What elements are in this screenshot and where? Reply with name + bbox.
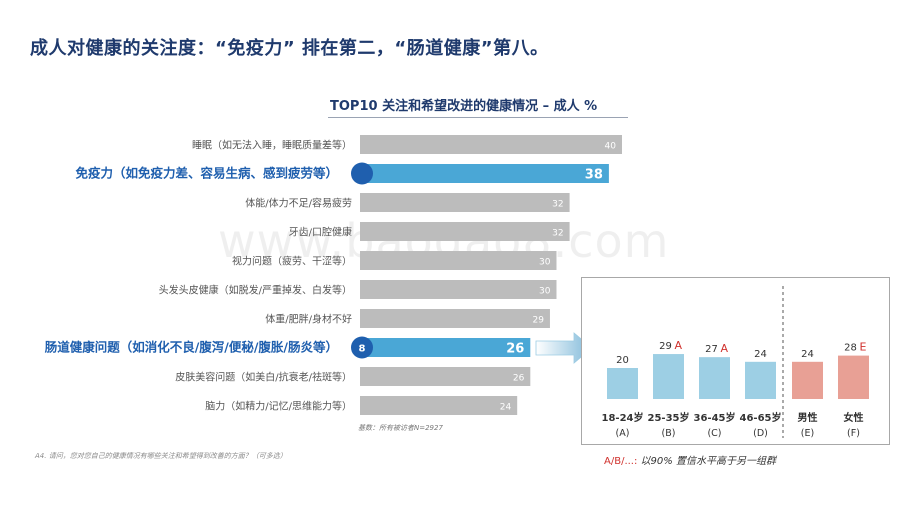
bar-value-label: 26 bbox=[513, 374, 525, 384]
demographic-breakdown-panel: 20 18-24岁 (A) 29 A 25-35岁 (B) 27 A 36-45岁 (C) 24 46-… bbox=[581, 277, 890, 445]
significance-marker: E bbox=[860, 341, 867, 354]
breakdown-category-label: 36-45岁 bbox=[694, 411, 736, 424]
bar bbox=[360, 338, 531, 357]
category-label: 体能/体力不足/容易疲劳 bbox=[245, 197, 352, 210]
question-note: A4. 请问，您对您自己的健康情况有哪些关注和希望得到改善的方面？（可多选） bbox=[35, 452, 287, 460]
significance-text: 以90% 置信水平高于另一组群 bbox=[640, 456, 776, 467]
bar-row: 26 皮肤美容问题（如美白/抗衰老/祛斑等） bbox=[175, 367, 531, 386]
category-label: 体重/肥胖/身材不好 bbox=[265, 313, 352, 326]
breakdown-bar-group: 27 A 36-45岁 (C) bbox=[694, 342, 736, 439]
breakdown-bar bbox=[838, 355, 869, 399]
breakdown-value-label: 24 bbox=[754, 349, 767, 360]
bar-row: 26 肠道健康问题（如消化不良/腹泻/便秘/腹胀/肠炎等） 8 bbox=[45, 336, 531, 359]
breakdown-bar-group: 24 46-65岁 (D) bbox=[740, 349, 782, 439]
rank-marker bbox=[351, 336, 373, 359]
category-label: 脑力（如精力/记忆/思维能力等） bbox=[205, 400, 352, 413]
bar-value-label: 29 bbox=[532, 316, 544, 326]
bar-row: 30 视力问题（疲劳、干涩等） bbox=[232, 251, 557, 270]
breakdown-category-label: 18-24岁 bbox=[602, 411, 644, 424]
breakdown-bar bbox=[699, 357, 730, 399]
breakdown-value-label: 28 bbox=[844, 343, 857, 354]
bar bbox=[360, 164, 609, 183]
breakdown-category-label: 25-35岁 bbox=[648, 411, 690, 424]
breakdown-group-code: (A) bbox=[616, 428, 630, 439]
bar-value-label: 32 bbox=[552, 229, 563, 239]
breakdown-group-code: (F) bbox=[847, 428, 860, 439]
category-label: 免疫力（如免疫力差、容易生病、感到疲劳等） bbox=[75, 166, 338, 181]
bar-value-label: 26 bbox=[506, 342, 524, 357]
bar bbox=[360, 251, 557, 270]
bar-row: 32 牙齿/口腔健康 bbox=[289, 222, 570, 241]
category-label: 头发头皮健康（如脱发/严重掉发、白发等） bbox=[159, 284, 352, 297]
bar-row: 32 体能/体力不足/容易疲劳 bbox=[245, 193, 570, 212]
basis-note: 基数：所有被访者N=2927 bbox=[358, 424, 443, 432]
main-bar-chart: 40 睡眠（如无法入睡，睡眠质量差等） 38 免疫力（如免疫力差、容易生病、感到疲劳等… bbox=[45, 135, 622, 415]
breakdown-value-label: 20 bbox=[616, 355, 629, 366]
breakdown-value-label: 24 bbox=[801, 349, 814, 360]
breakdown-category-label: 46-65岁 bbox=[740, 411, 782, 424]
breakdown-value-label: 27 bbox=[705, 344, 718, 355]
breakdown-value-label: 29 bbox=[659, 341, 672, 352]
category-label: 皮肤美容问题（如美白/抗衰老/祛斑等） bbox=[175, 371, 352, 384]
bar bbox=[360, 396, 518, 415]
bar bbox=[360, 193, 570, 212]
breakdown-group-code: (E) bbox=[801, 428, 814, 439]
category-label: 牙齿/口腔健康 bbox=[289, 226, 352, 239]
breakdown-bar bbox=[653, 354, 684, 399]
bar-row: 38 免疫力（如免疫力差、容易生病、感到疲劳等） bbox=[75, 162, 609, 185]
significance-note: A/B/...: 以90% 置信水平高于另一组群 bbox=[604, 452, 776, 467]
bar bbox=[360, 309, 550, 328]
breakdown-bar-group: 24 男性 (E) bbox=[792, 349, 823, 439]
bar bbox=[360, 222, 570, 241]
rank-marker bbox=[351, 162, 373, 185]
breakdown-bar-group: 28 E 女性 (F) bbox=[838, 341, 869, 439]
breakdown-bar bbox=[745, 361, 776, 399]
significance-marker: A bbox=[675, 339, 683, 352]
bar-row: 29 体重/肥胖/身材不好 bbox=[265, 309, 550, 328]
bar-row: 30 头发头皮健康（如脱发/严重掉发、白发等） bbox=[159, 280, 557, 299]
breakdown-bar bbox=[607, 368, 638, 399]
category-label: 视力问题（疲劳、干涩等） bbox=[232, 255, 352, 268]
significance-letters: A/B/...: bbox=[604, 456, 638, 467]
breakdown-bar-group: 20 18-24岁 (A) bbox=[602, 355, 644, 439]
rank-marker-label: 8 bbox=[359, 344, 366, 355]
breakdown-group-code: (D) bbox=[753, 428, 768, 439]
bar bbox=[360, 280, 557, 299]
breakdown-category-label: 女性 bbox=[844, 411, 864, 424]
bar-value-label: 30 bbox=[539, 258, 551, 268]
title-underline bbox=[328, 117, 628, 118]
chart-title: TOP10 关注和希望改进的健康情况 – 成人 % bbox=[330, 99, 598, 114]
bar-row: 24 脑力（如精力/记忆/思维能力等） bbox=[205, 396, 518, 415]
bar-value-label: 40 bbox=[605, 142, 617, 152]
breakdown-bar bbox=[792, 361, 823, 399]
bar-value-label: 24 bbox=[500, 403, 512, 413]
bar bbox=[360, 367, 531, 386]
page-title: 成人对健康的关注度：“免疫力” 排在第二，“肠道健康”第八。 bbox=[30, 38, 549, 59]
breakdown-group-code: (C) bbox=[707, 428, 721, 439]
bar bbox=[360, 135, 622, 154]
bar-value-label: 32 bbox=[552, 200, 563, 210]
significance-marker: A bbox=[721, 342, 729, 355]
breakdown-category-label: 男性 bbox=[798, 411, 818, 424]
breakdown-bar-group: 29 A 25-35岁 (B) bbox=[648, 339, 690, 439]
breakdown-group-code: (B) bbox=[662, 428, 676, 439]
category-label: 睡眠（如无法入睡，睡眠质量差等） bbox=[192, 139, 352, 152]
bar-row: 40 睡眠（如无法入睡，睡眠质量差等） bbox=[192, 135, 622, 154]
category-label: 肠道健康问题（如消化不良/腹泻/便秘/腹胀/肠炎等） bbox=[45, 340, 338, 355]
bar-value-label: 38 bbox=[585, 168, 603, 183]
bar-value-label: 30 bbox=[539, 287, 551, 297]
